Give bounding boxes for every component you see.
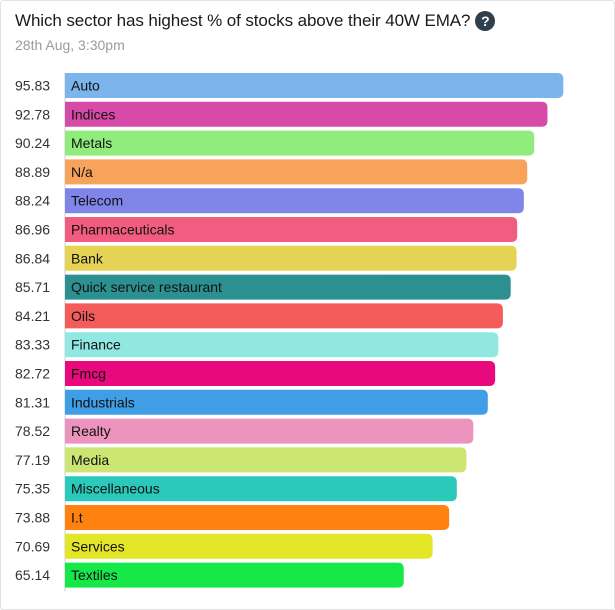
bar[interactable] [65, 159, 528, 185]
bar[interactable] [65, 361, 496, 386]
bar[interactable] [65, 188, 524, 214]
value-label: 95.83 [15, 78, 50, 94]
bar[interactable] [65, 533, 433, 559]
category-label: Services [71, 538, 125, 554]
category-label: Realty [71, 423, 111, 439]
bar[interactable] [65, 505, 450, 530]
bar[interactable] [65, 447, 467, 473]
category-label: Metals [71, 135, 112, 151]
value-label: 70.69 [15, 538, 50, 554]
chart-header: Which sector has highest % of stocks abo… [15, 11, 600, 53]
category-label: Auto [71, 78, 100, 94]
category-label: Finance [71, 337, 121, 353]
value-label: 82.72 [15, 366, 50, 382]
value-label: 77.19 [15, 452, 50, 468]
title-row: Which sector has highest % of stocks abo… [15, 11, 600, 31]
value-label: 88.24 [15, 193, 50, 209]
category-label: N/a [71, 164, 93, 180]
bar[interactable] [65, 245, 517, 271]
bar[interactable] [65, 562, 404, 588]
category-label: Oils [71, 308, 95, 324]
value-label: 65.14 [15, 567, 50, 583]
value-label: 92.78 [15, 106, 50, 122]
value-label: 75.35 [15, 481, 50, 497]
value-label: 84.21 [15, 308, 50, 324]
value-label: 78.52 [15, 423, 50, 439]
value-label: 86.84 [15, 250, 50, 266]
bar[interactable] [65, 303, 503, 329]
category-label: Industrials [71, 394, 135, 410]
bar[interactable] [65, 476, 457, 502]
chart-timestamp: 28th Aug, 3:30pm [15, 37, 125, 53]
category-label: Media [71, 452, 109, 468]
bar[interactable] [65, 217, 518, 242]
bar[interactable] [65, 389, 488, 415]
category-label: Miscellaneous [71, 481, 160, 497]
category-label: Indices [71, 106, 115, 122]
value-label: 81.31 [15, 394, 50, 410]
category-label: Bank [71, 250, 104, 266]
value-label: 85.71 [15, 279, 50, 295]
bar[interactable] [65, 130, 535, 156]
category-label: Quick service restaurant [71, 279, 222, 295]
value-label: 73.88 [15, 510, 50, 526]
bar[interactable] [65, 101, 548, 127]
category-label: Fmcg [71, 366, 106, 382]
bar[interactable] [65, 73, 564, 98]
value-label: 90.24 [15, 135, 50, 151]
value-label: 83.33 [15, 337, 50, 353]
bar[interactable] [65, 418, 474, 444]
chart-title: Which sector has highest % of stocks abo… [15, 11, 471, 30]
category-label: Telecom [71, 193, 123, 209]
bar[interactable] [65, 274, 511, 300]
category-label: Pharmaceuticals [71, 222, 175, 238]
category-label: I.t [71, 510, 83, 526]
category-label: Textiles [71, 567, 118, 583]
question-circle-icon[interactable]: ? [475, 11, 496, 31]
bar[interactable] [65, 332, 499, 358]
value-label: 88.89 [15, 164, 50, 180]
value-label: 86.96 [15, 222, 50, 238]
